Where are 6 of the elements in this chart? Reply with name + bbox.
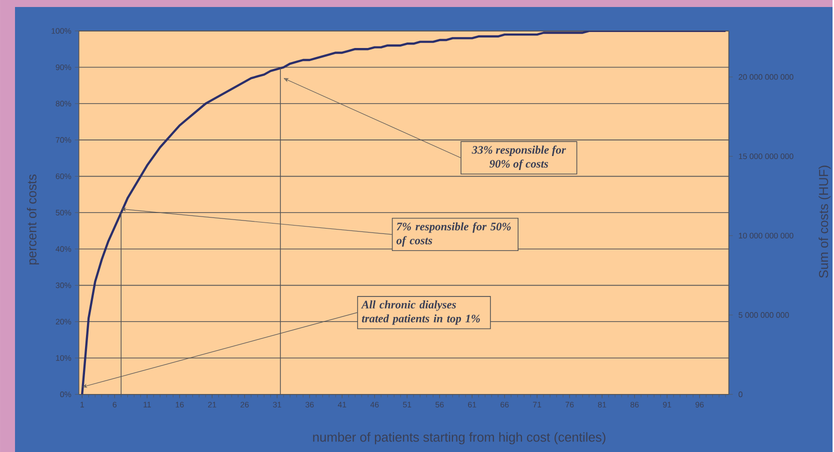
annotation: 33% responsible for 90% of costs: [472, 145, 566, 170]
y2-axis-title: Sum of costs (HUF): [818, 166, 831, 278]
annotation: 7% responsible for 50% of costs: [396, 222, 511, 247]
x-axis-title: number of patients starting from high cost (centiles): [313, 432, 606, 444]
annotation: All chronic dialyses trated patients in top 1%: [361, 300, 480, 325]
y-axis-title: percent of costs: [26, 174, 39, 264]
